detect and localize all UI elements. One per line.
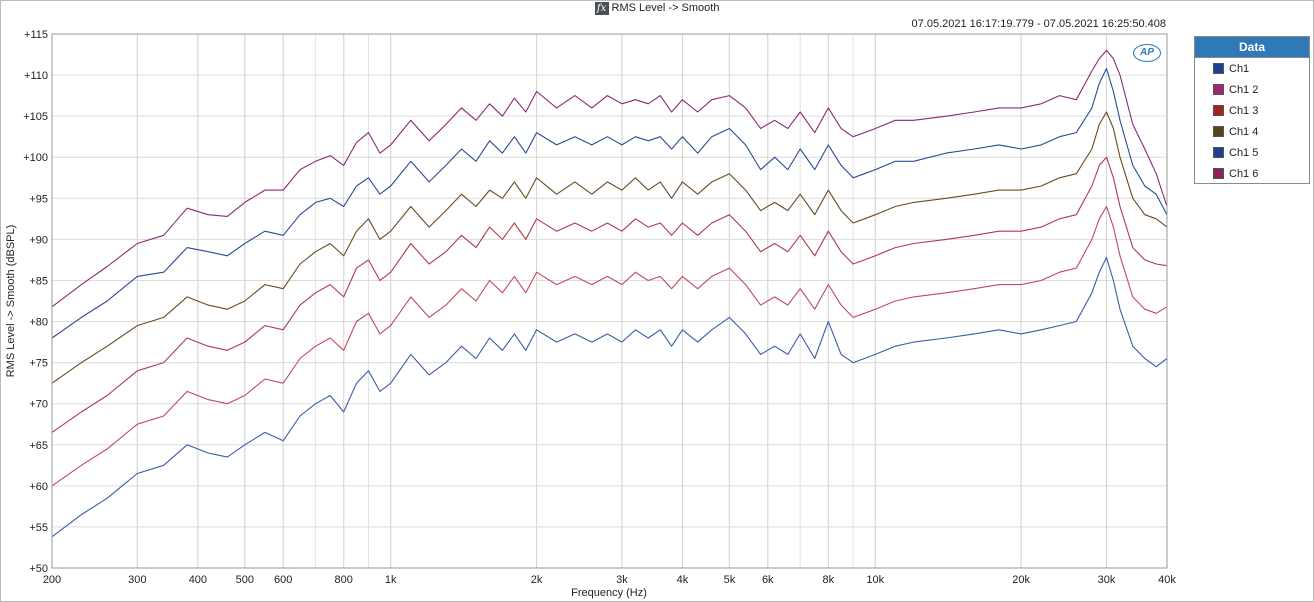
y-axis-label: RMS Level -> Smooth (dBSPL) <box>5 225 17 378</box>
x-tick-label: 1k <box>385 574 397 586</box>
y-tick-label: +60 <box>29 481 48 493</box>
legend-item-label: Ch1 4 <box>1229 125 1259 138</box>
legend-swatch <box>1213 126 1224 137</box>
y-tick-label: +100 <box>23 152 48 164</box>
plot-area-border <box>51 33 1168 569</box>
y-tick-label: +70 <box>29 399 48 411</box>
legend-item-label: Ch1 3 <box>1229 104 1259 117</box>
x-tick-label: 600 <box>274 574 292 586</box>
legend-item-label: Ch1 6 <box>1229 167 1259 180</box>
series-layer <box>51 49 1168 538</box>
fx-icon[interactable]: fx <box>594 1 609 15</box>
x-tick-label: 20k <box>1012 574 1030 586</box>
legend-swatch <box>1213 168 1224 179</box>
legend-swatch <box>1213 63 1224 74</box>
y-tick-label: +75 <box>29 358 48 370</box>
legend-title: Data <box>1195 37 1309 58</box>
series-line-6 <box>51 256 1168 538</box>
series-line-2 <box>51 67 1168 339</box>
legend-item-ch1-2[interactable]: Ch1 2 <box>1195 79 1309 100</box>
x-tick-label: 10k <box>866 574 884 586</box>
legend-swatch <box>1213 147 1224 158</box>
legend-item-label: Ch1 5 <box>1229 146 1259 159</box>
legend-item-label: Ch1 <box>1229 62 1250 75</box>
legend-item-label: Ch1 2 <box>1229 83 1259 96</box>
y-tick-label: +80 <box>29 317 48 329</box>
x-tick-label: 5k <box>724 574 736 586</box>
y-tick-label: +85 <box>29 275 48 287</box>
series-line-4 <box>51 156 1168 433</box>
y-tick-label: +55 <box>29 522 48 534</box>
legend-item-ch1[interactable]: Ch1 <box>1195 58 1309 79</box>
x-tick-label: 800 <box>335 574 353 586</box>
x-tick-label: 200 <box>43 574 61 586</box>
x-tick-label: 6k <box>762 574 774 586</box>
legend-swatch <box>1213 105 1224 116</box>
x-axis-label: Frequency (Hz) <box>571 587 647 599</box>
legend-item-ch1-6[interactable]: Ch1 6 <box>1195 163 1309 184</box>
series-line-3 <box>51 111 1168 384</box>
grid-layer <box>51 33 1168 569</box>
x-tick-label: 2k <box>531 574 543 586</box>
y-tick-label: +90 <box>29 234 48 246</box>
tick-layer: +115 +110 +105 +100 +95 +90 +85 +80 +75 +70 +65 +60… <box>23 29 1176 586</box>
ap-logo-icon: AP <box>1133 44 1161 62</box>
x-tick-label: 300 <box>128 574 146 586</box>
legend-swatch <box>1213 84 1224 95</box>
series-line-5 <box>51 205 1168 487</box>
x-tick-label: 400 <box>189 574 207 586</box>
chart-title-bar: fx RMS Level -> Smooth <box>0 0 1314 16</box>
legend-item-ch1-3[interactable]: Ch1 3 <box>1195 100 1309 121</box>
legend-item-ch1-4[interactable]: Ch1 4 <box>1195 121 1309 142</box>
series-line-1 <box>51 49 1168 308</box>
x-tick-label: 4k <box>677 574 689 586</box>
y-tick-label: +95 <box>29 193 48 205</box>
y-tick-label: +115 <box>24 29 48 41</box>
legend-item-ch1-5[interactable]: Ch1 5 <box>1195 142 1309 163</box>
x-tick-label: 30k <box>1098 574 1116 586</box>
legend-panel: Data Ch1 Ch1 2 Ch1 3 Ch1 4 Ch1 5 Ch1 6 <box>1194 36 1310 184</box>
y-tick-label: +50 <box>29 563 48 575</box>
chart-title: RMS Level -> Smooth <box>611 2 720 15</box>
time-range-label: 07.05.2021 16:17:19.779 - 07.05.2021 16:… <box>911 18 1166 30</box>
y-tick-label: +110 <box>24 70 48 82</box>
x-tick-label: 3k <box>616 574 628 586</box>
x-tick-label: 500 <box>236 574 254 586</box>
y-tick-label: +105 <box>23 111 48 123</box>
x-tick-label: 8k <box>822 574 834 586</box>
y-tick-label: +65 <box>29 440 48 452</box>
x-tick-label: 40k <box>1158 574 1176 586</box>
